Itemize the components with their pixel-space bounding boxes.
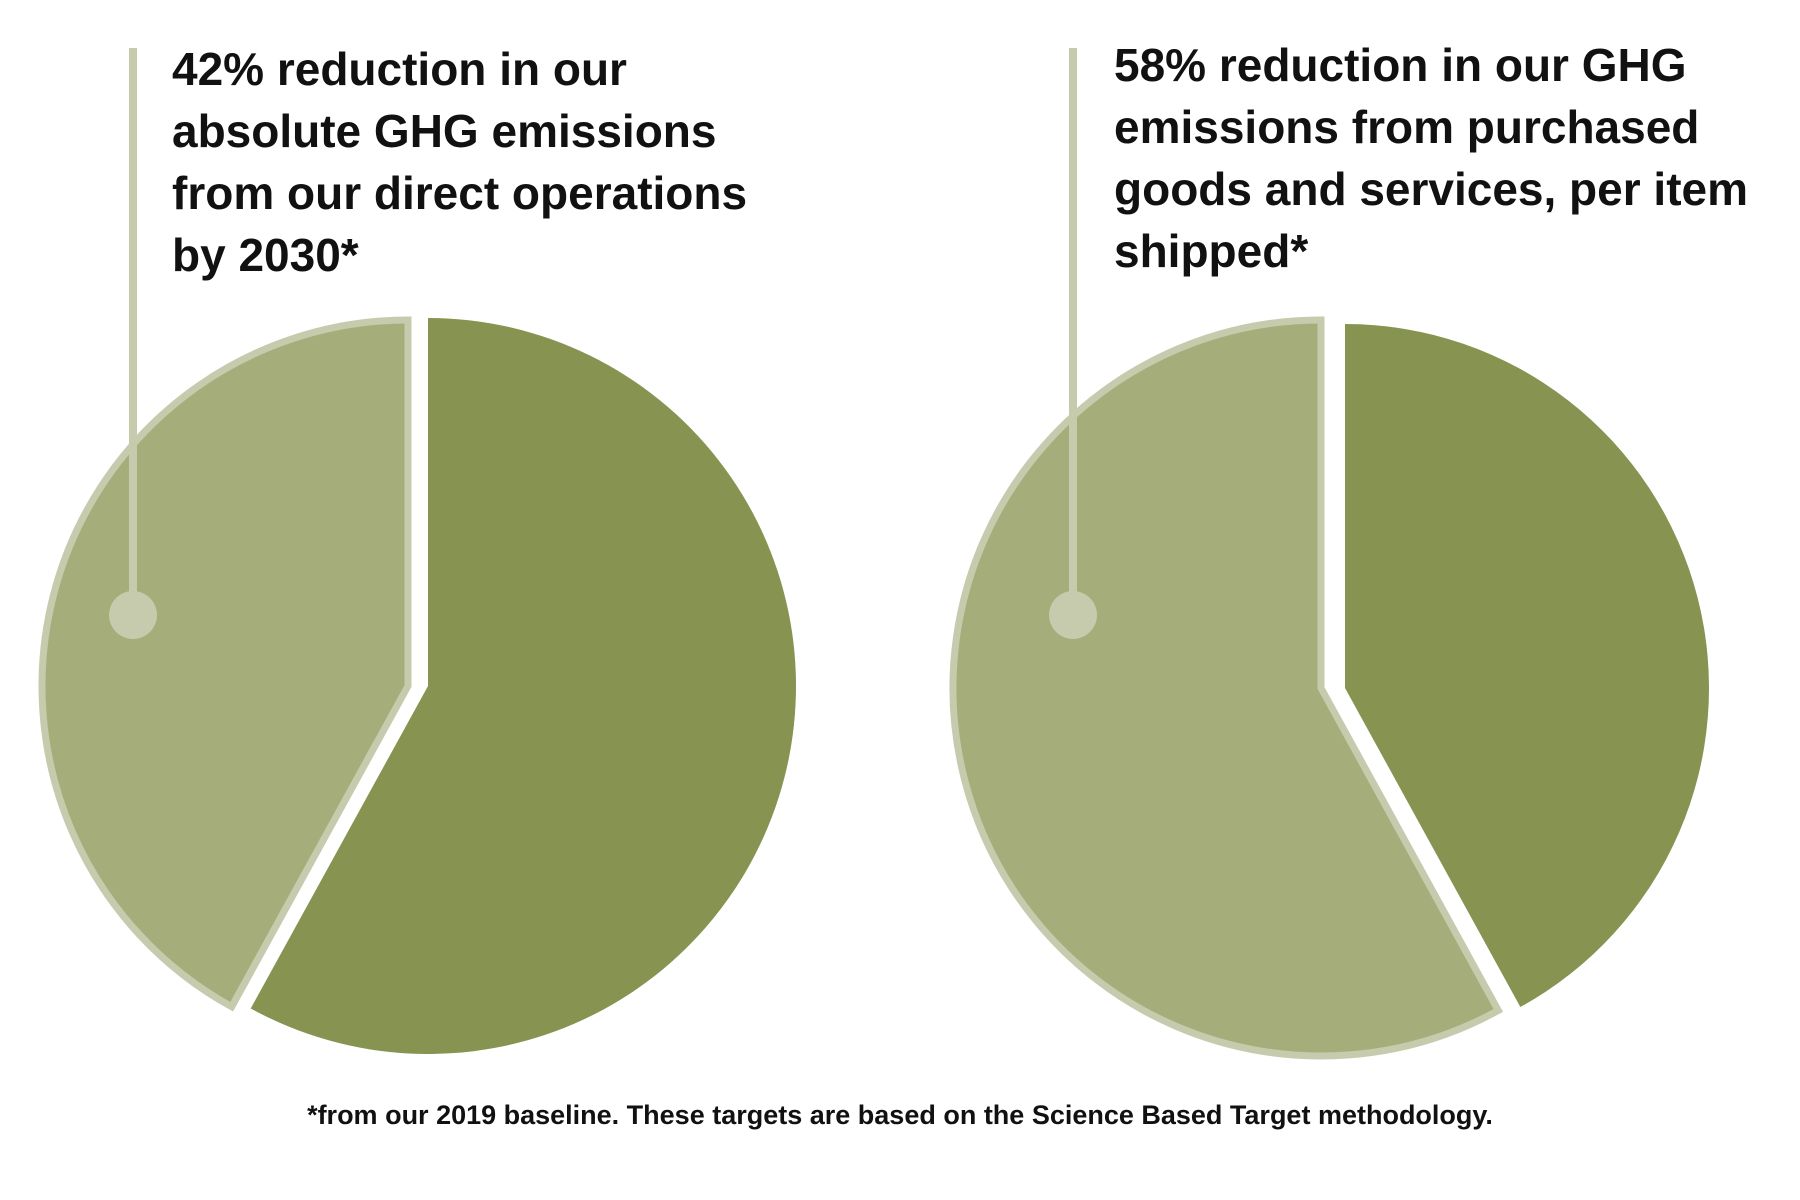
callout-dot-0: [109, 591, 157, 639]
pie-chart-purchased-goods: [949, 48, 1710, 1060]
pie-slice-remaining-0: [250, 318, 797, 1054]
pie-chart-direct-operations: [38, 48, 797, 1054]
headline-direct-operations: 42% reduction in our absolute GHG emissi…: [172, 43, 748, 281]
pie-slice-remaining-1: [1345, 324, 1710, 1007]
pie-slice-reduction-1: [949, 316, 1504, 1060]
headline-purchased-goods: 58% reduction in our GHG emissions from …: [1114, 39, 1749, 277]
footnote: *from our 2019 baseline. These targets a…: [307, 1100, 1493, 1130]
callout-dot-1: [1049, 591, 1097, 639]
